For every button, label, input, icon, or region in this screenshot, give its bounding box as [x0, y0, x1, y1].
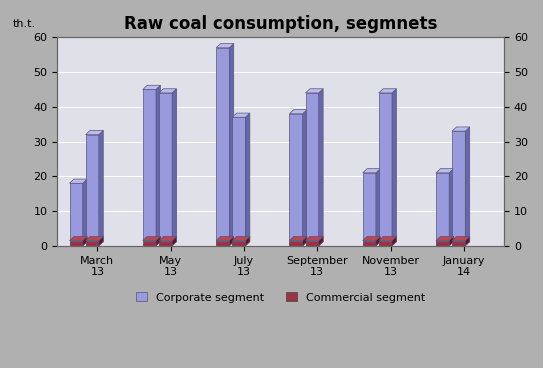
- Polygon shape: [379, 89, 396, 93]
- Polygon shape: [172, 236, 176, 246]
- Polygon shape: [159, 89, 176, 93]
- Polygon shape: [83, 236, 87, 246]
- Polygon shape: [449, 236, 453, 246]
- Polygon shape: [436, 173, 449, 246]
- Polygon shape: [156, 236, 160, 246]
- Polygon shape: [363, 236, 380, 241]
- Polygon shape: [452, 131, 465, 246]
- Polygon shape: [436, 241, 449, 246]
- Polygon shape: [99, 130, 103, 246]
- Polygon shape: [452, 241, 465, 246]
- Polygon shape: [306, 93, 319, 246]
- Polygon shape: [143, 236, 160, 241]
- Polygon shape: [302, 236, 307, 246]
- Polygon shape: [302, 110, 307, 246]
- Polygon shape: [245, 236, 250, 246]
- Polygon shape: [465, 127, 470, 246]
- Polygon shape: [232, 236, 250, 241]
- Polygon shape: [392, 236, 396, 246]
- Polygon shape: [376, 236, 380, 246]
- Polygon shape: [319, 89, 323, 246]
- Polygon shape: [86, 135, 99, 246]
- Polygon shape: [232, 117, 245, 246]
- Polygon shape: [289, 241, 302, 246]
- Polygon shape: [86, 130, 103, 135]
- Polygon shape: [289, 236, 307, 241]
- Polygon shape: [289, 114, 302, 246]
- Polygon shape: [159, 236, 176, 241]
- Polygon shape: [232, 241, 245, 246]
- Polygon shape: [99, 236, 103, 246]
- Polygon shape: [159, 241, 172, 246]
- Polygon shape: [70, 183, 83, 246]
- Polygon shape: [232, 113, 250, 117]
- Polygon shape: [449, 169, 453, 246]
- Polygon shape: [70, 241, 83, 246]
- Polygon shape: [379, 236, 396, 241]
- Polygon shape: [229, 236, 233, 246]
- Polygon shape: [216, 48, 229, 246]
- Polygon shape: [379, 241, 392, 246]
- Polygon shape: [306, 236, 323, 241]
- Polygon shape: [159, 93, 172, 246]
- Polygon shape: [143, 85, 160, 89]
- Title: Raw coal consumption, segmnets: Raw coal consumption, segmnets: [124, 15, 437, 33]
- Polygon shape: [379, 93, 392, 246]
- Polygon shape: [156, 85, 160, 246]
- Polygon shape: [289, 110, 307, 114]
- Polygon shape: [216, 236, 233, 241]
- Polygon shape: [216, 43, 233, 48]
- Polygon shape: [306, 89, 323, 93]
- Polygon shape: [392, 89, 396, 246]
- Legend: Corporate segment, Commercial segment: Corporate segment, Commercial segment: [131, 288, 430, 307]
- Polygon shape: [306, 241, 319, 246]
- Polygon shape: [363, 241, 376, 246]
- Polygon shape: [86, 236, 103, 241]
- Polygon shape: [172, 89, 176, 246]
- Polygon shape: [229, 43, 233, 246]
- Text: th.t.: th.t.: [12, 19, 35, 29]
- Polygon shape: [86, 241, 99, 246]
- Polygon shape: [70, 236, 87, 241]
- Polygon shape: [83, 179, 87, 246]
- Polygon shape: [376, 169, 380, 246]
- Polygon shape: [70, 179, 87, 183]
- Polygon shape: [436, 236, 453, 241]
- Polygon shape: [363, 169, 380, 173]
- Polygon shape: [363, 173, 376, 246]
- Polygon shape: [452, 127, 470, 131]
- Polygon shape: [245, 113, 250, 246]
- Polygon shape: [143, 241, 156, 246]
- Polygon shape: [216, 241, 229, 246]
- Polygon shape: [436, 169, 453, 173]
- Polygon shape: [319, 236, 323, 246]
- Polygon shape: [465, 236, 470, 246]
- Polygon shape: [143, 89, 156, 246]
- Polygon shape: [452, 236, 470, 241]
